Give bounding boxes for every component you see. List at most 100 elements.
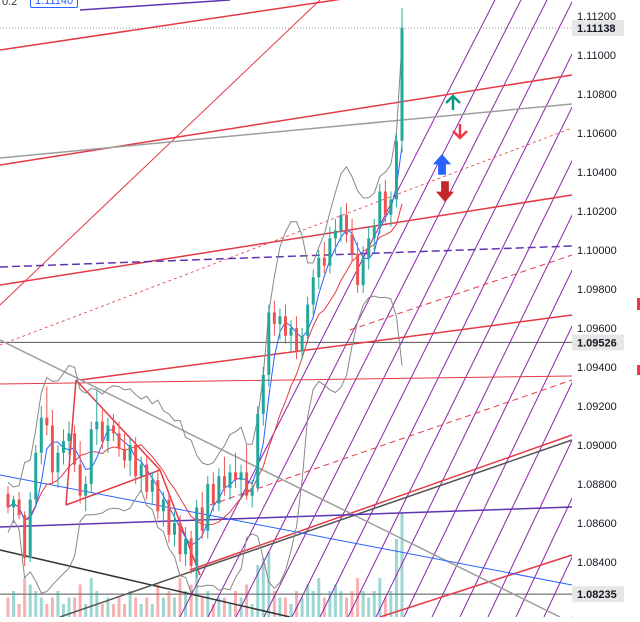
fan-line xyxy=(403,129,640,618)
volume-bar xyxy=(350,591,354,617)
volume-bar xyxy=(123,604,127,617)
candle-body xyxy=(322,257,326,266)
candle-body xyxy=(128,445,132,461)
candle-body xyxy=(100,421,104,442)
moving-average-red xyxy=(7,203,403,526)
bollinger-upper xyxy=(7,41,403,488)
fan-line xyxy=(291,0,600,618)
candle-body xyxy=(39,417,43,453)
tick-label: 1.08800 xyxy=(577,479,617,491)
tick-label: 1.11000 xyxy=(577,50,616,62)
gray-line xyxy=(0,103,573,159)
volume-bar xyxy=(317,578,321,617)
tick-label: 1.10200 xyxy=(577,206,617,218)
candle-body xyxy=(400,27,404,141)
price-axis-bg xyxy=(572,0,640,617)
gray-line xyxy=(0,339,561,618)
price-label-box xyxy=(572,586,624,603)
candle-body xyxy=(34,452,38,500)
candle-body xyxy=(145,464,149,492)
volume-bar xyxy=(345,597,349,617)
volume-bar xyxy=(228,604,232,617)
candle-body xyxy=(61,441,65,453)
tick-label: 1.10800 xyxy=(577,89,617,101)
volume-bar xyxy=(189,584,193,617)
candle-body xyxy=(139,464,143,477)
volume-bar xyxy=(45,604,49,617)
volume-bar xyxy=(56,591,60,617)
volume-bar xyxy=(167,591,171,617)
volume-bar xyxy=(283,597,287,617)
candle-body xyxy=(328,238,332,266)
candle-body xyxy=(300,335,304,352)
volume-bars xyxy=(6,513,404,617)
volume-bar xyxy=(361,591,365,617)
volume-bar xyxy=(139,604,143,617)
candle-body xyxy=(372,226,376,239)
volume-bar xyxy=(39,597,43,617)
candle-body xyxy=(267,312,271,375)
volume-bar xyxy=(200,597,204,617)
header-left-value: 0.2 xyxy=(2,0,18,8)
candle-body xyxy=(339,214,343,231)
fan-line xyxy=(179,0,496,618)
volume-bar xyxy=(289,604,293,617)
channel-dash xyxy=(349,254,573,331)
volume-bar xyxy=(195,571,199,617)
candle-body xyxy=(389,199,393,215)
price-label-box xyxy=(572,20,624,37)
tick-label: 1.09400 xyxy=(577,362,617,374)
candle-body xyxy=(361,257,365,286)
volume-bar xyxy=(28,584,32,617)
gridlines xyxy=(0,27,572,595)
candle-body xyxy=(56,452,60,473)
fan-line xyxy=(207,0,522,618)
candle-body xyxy=(23,515,27,559)
price-axis: 1.11200 1.11000 1.10800 1.10600 1.10400 1.102… xyxy=(572,0,640,617)
arrow-down-darkred-icon xyxy=(435,181,455,202)
arrow-up-blue-icon xyxy=(432,154,452,175)
channel-line xyxy=(379,554,573,618)
candle-body xyxy=(289,328,293,336)
volume-bar xyxy=(256,565,260,617)
volume-bar xyxy=(306,584,310,617)
volume-bar xyxy=(100,604,104,617)
tick-label: 1.08600 xyxy=(577,518,617,530)
candle-body xyxy=(84,484,88,496)
candle-body xyxy=(378,191,382,227)
candle-body xyxy=(239,472,243,481)
candle-body xyxy=(184,538,188,555)
candle-body xyxy=(50,425,54,473)
purple-line xyxy=(79,0,231,11)
volume-bar xyxy=(111,604,115,617)
pattern-line xyxy=(65,469,161,506)
candle-body xyxy=(367,238,371,258)
volume-bar xyxy=(78,584,82,617)
volume-bar xyxy=(206,591,210,617)
volume-bar xyxy=(261,558,265,617)
dark-line xyxy=(59,439,573,618)
price-label-box xyxy=(572,334,624,351)
volume-bar xyxy=(367,597,371,617)
volume-bar xyxy=(156,584,160,617)
candle-body xyxy=(211,484,215,504)
candle-body xyxy=(333,230,337,239)
candle-body xyxy=(78,464,82,496)
candle-body xyxy=(156,480,160,512)
arrow-up-green-icon xyxy=(445,94,461,110)
pattern-line xyxy=(65,379,77,506)
tick-label: 1.10400 xyxy=(577,167,617,179)
candle-body xyxy=(95,421,99,430)
channel-line xyxy=(79,314,573,381)
volume-bar xyxy=(400,513,404,617)
candle-body xyxy=(106,425,110,442)
volume-bar xyxy=(172,597,176,617)
candle-body xyxy=(245,472,249,496)
volume-bar xyxy=(73,597,77,617)
volume-bar xyxy=(161,597,165,617)
channel-dash xyxy=(209,379,573,506)
candle-body xyxy=(306,304,310,336)
candle-body xyxy=(12,499,16,508)
